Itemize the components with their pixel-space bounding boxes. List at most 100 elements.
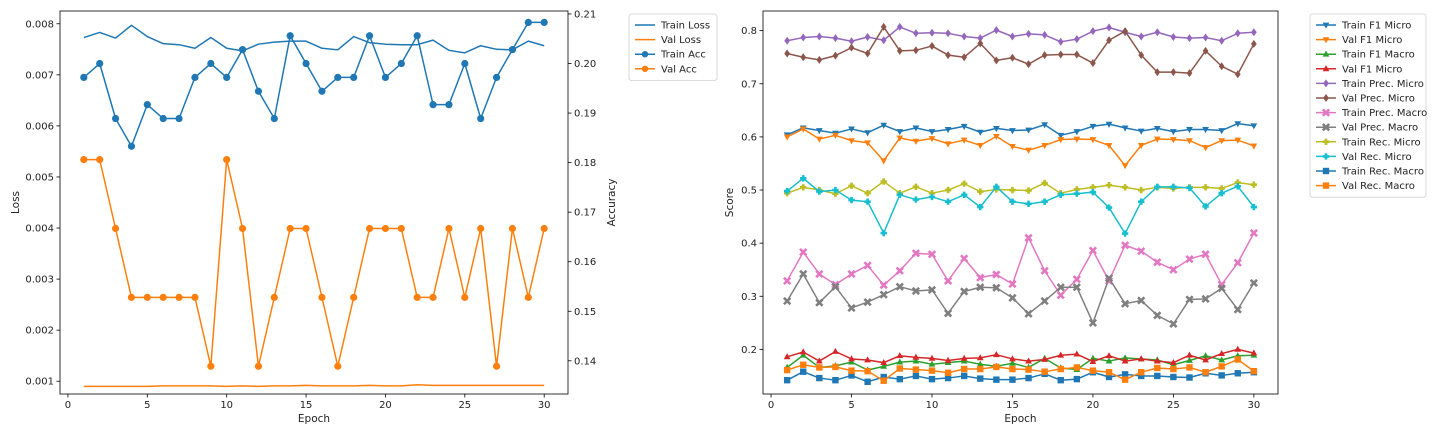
- data-point: [1137, 296, 1146, 305]
- data-point: [993, 183, 1000, 191]
- y-tick-label: 0.5: [741, 186, 757, 197]
- data-point: [159, 293, 167, 301]
- y2-tick-label: 0.18: [574, 158, 596, 169]
- data-point: [207, 59, 215, 68]
- y2-tick-label: 0.14: [574, 356, 596, 367]
- data-point: [816, 32, 823, 41]
- data-point: [238, 46, 247, 54]
- legend-label: Val Loss: [661, 35, 701, 46]
- data-point: [913, 46, 919, 55]
- data-point: [111, 114, 120, 123]
- data-point: [1121, 163, 1129, 170]
- data-point: [896, 352, 904, 359]
- x-tick-label: 5: [144, 400, 150, 411]
- data-point: [143, 101, 151, 109]
- data-point: [1186, 138, 1193, 145]
- data-point: [896, 375, 903, 383]
- data-point: [911, 286, 921, 296]
- data-point: [977, 188, 984, 195]
- data-point: [1057, 37, 1064, 46]
- data-point: [1106, 36, 1112, 45]
- data-point: [831, 280, 840, 289]
- data-point: [800, 184, 807, 191]
- data-point: [960, 372, 968, 380]
- data-point: [1234, 121, 1242, 128]
- legend-swatch-marker: [1322, 50, 1330, 57]
- data-point: [864, 33, 871, 42]
- data-point: [960, 287, 969, 296]
- legend-swatch-marker: [641, 65, 649, 73]
- x-tick-label: 25: [1167, 400, 1180, 411]
- data-point: [1041, 355, 1049, 362]
- x-axis: 0 5 10 15 20 25 30: [65, 394, 551, 411]
- data-point: [1154, 372, 1161, 380]
- legend-item: Train Rec. Macro: [1316, 167, 1424, 178]
- data-point: [944, 374, 952, 382]
- data-point: [815, 269, 824, 279]
- data-point: [864, 378, 871, 385]
- data-point: [896, 46, 903, 55]
- data-point: [1170, 183, 1177, 191]
- data-point: [976, 283, 985, 292]
- data-point: [1041, 198, 1048, 205]
- data-point: [1025, 187, 1032, 194]
- data-point: [1202, 145, 1209, 152]
- data-point: [880, 229, 887, 237]
- data-point: [223, 156, 231, 164]
- data-point: [1073, 35, 1080, 44]
- data-point: [848, 138, 855, 145]
- data-point: [993, 56, 1000, 65]
- y-axis-left: 0.2 0.3 0.4 0.5 0.6 0.7 0.8: [741, 26, 763, 356]
- data-point: [1008, 293, 1017, 302]
- data-point: [1186, 364, 1193, 371]
- data-point: [429, 293, 437, 301]
- y2-tick-label: 0.19: [574, 109, 596, 120]
- data-point: [960, 354, 968, 361]
- data-point: [1186, 374, 1193, 381]
- data-point: [992, 133, 1000, 141]
- data-point: [864, 356, 871, 363]
- data-point: [1137, 246, 1146, 256]
- data-point: [270, 293, 278, 301]
- data-point: [896, 22, 903, 31]
- data-point: [977, 375, 984, 382]
- legend-item: Val F1 Micro: [1316, 35, 1402, 46]
- data-point: [1025, 374, 1032, 382]
- data-point: [912, 183, 920, 191]
- data-point: [800, 175, 807, 182]
- plot-area: [80, 18, 548, 388]
- data-point: [1170, 358, 1177, 366]
- data-point: [1024, 309, 1033, 318]
- data-point: [976, 273, 985, 282]
- data-point: [945, 51, 951, 60]
- data-point: [1138, 369, 1145, 376]
- data-point: [80, 73, 88, 81]
- data-point: [508, 46, 517, 54]
- data-point: [880, 377, 887, 384]
- data-point: [960, 191, 968, 198]
- data-point: [286, 32, 294, 40]
- data-point: [895, 266, 904, 275]
- y-tick-label: 0.003: [25, 275, 54, 286]
- data-point: [1218, 372, 1225, 379]
- legend-label: Val F1 Micro: [1342, 35, 1402, 46]
- data-point: [815, 128, 823, 135]
- data-point: [1009, 365, 1016, 373]
- data-point: [1089, 357, 1097, 364]
- data-point: [1250, 203, 1258, 211]
- data-point: [943, 276, 953, 285]
- data-point: [1105, 121, 1113, 128]
- data-point: [832, 347, 839, 354]
- data-point: [912, 138, 920, 145]
- legend-swatch-marker: [1322, 138, 1330, 145]
- data-point: [524, 293, 532, 301]
- data-point: [977, 39, 984, 48]
- data-point: [928, 375, 936, 383]
- data-point: [1153, 357, 1161, 364]
- data-point: [254, 87, 263, 95]
- legend: Train Loss Val Loss Train Acc Val Acc: [628, 13, 718, 81]
- data-point: [1137, 128, 1145, 135]
- legend-label: Val Rec. Micro: [1342, 152, 1412, 163]
- data-point: [1169, 319, 1178, 329]
